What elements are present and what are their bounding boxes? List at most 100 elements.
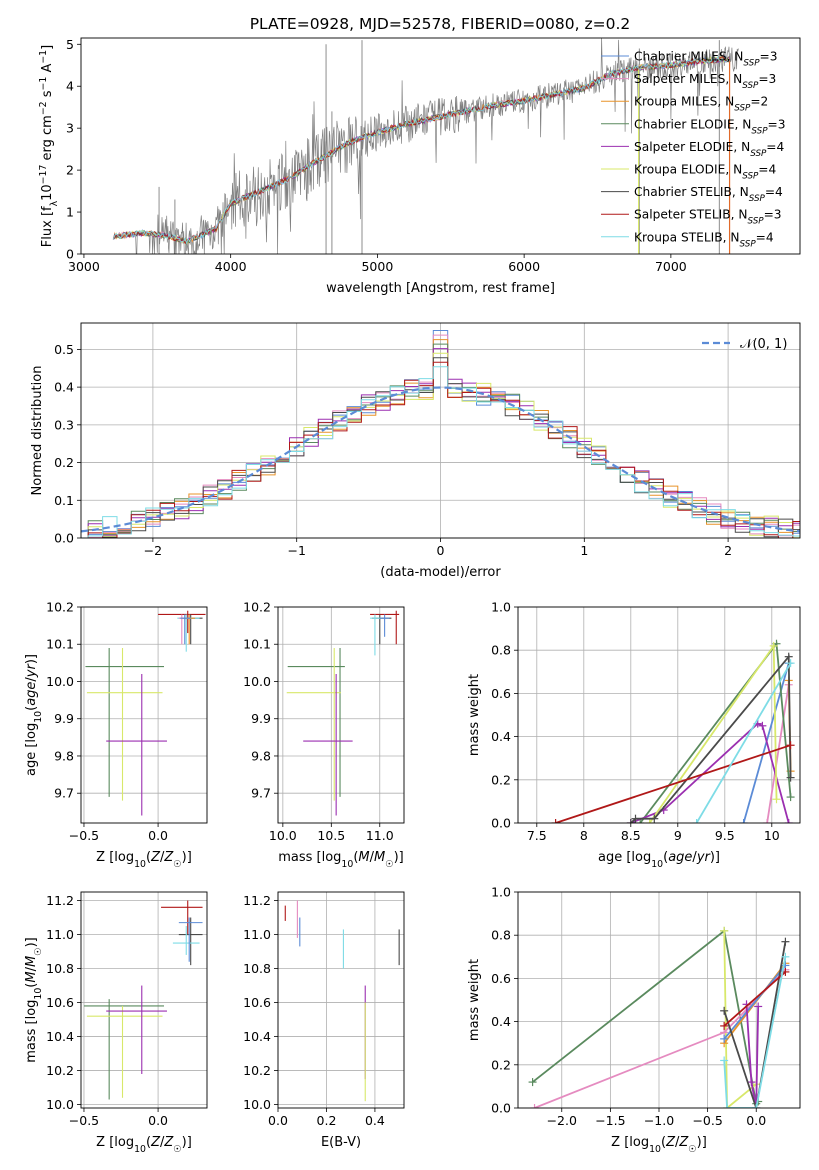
- weight-line: [723, 971, 786, 1027]
- axes-frame: [517, 891, 801, 1109]
- y-tick-label: 10.1: [243, 637, 271, 652]
- x-tick-label: −2: [144, 543, 162, 558]
- plot-area: [81, 330, 800, 538]
- panel-mass-weight-vs-age: 7.5 8 8.5 9 9.5 10 0.0 0.2 0.4 0.6 0.8 1.0 age [log1…: [467, 600, 801, 870]
- y-tick-label: 11.2: [243, 893, 271, 908]
- legend-entry: Chabrier ELODIE, NSSP=3: [634, 117, 786, 136]
- y-tick-label: 0.5: [54, 342, 74, 357]
- x-tick-label: 3000: [68, 259, 100, 274]
- x-tick-label: −0.5: [69, 828, 99, 843]
- plot-area: [551, 639, 795, 823]
- weight-line: [745, 1004, 760, 1108]
- figure-title: PLATE=0928, MJD=52578, FIBERID=0080, z=0…: [250, 15, 631, 33]
- x-tick-label: 0: [437, 543, 445, 558]
- y-axis-label: mass weight: [467, 959, 482, 1041]
- weight-point: [781, 937, 790, 946]
- weight-line: [766, 684, 790, 823]
- x-axis-label: Z [log10(Z/Z☉)]: [96, 850, 192, 870]
- panel-age-vs-mass: 10.0 10.5 11.0 9.7 9.8 9.9 10.0 10.1 10.2 mass [l…: [243, 600, 405, 870]
- error-bar-point: [379, 614, 390, 637]
- x-axis-label: Z [log10(Z/Z☉)]: [96, 1135, 192, 1155]
- error-bar-point: [287, 647, 345, 797]
- panel-mass-vs-EBV: 0.0 0.2 0.4 10.0 10.2 10.4 10.6 10.8 11.0 11.2 E(B…: [243, 891, 405, 1150]
- y-tick-label: 10.2: [46, 600, 74, 615]
- weight-point: [720, 1006, 729, 1015]
- x-axis-label: mass [log10(M/M☉)]: [278, 850, 404, 870]
- axes-frame: [277, 891, 405, 1109]
- y-tick-label: 10.8: [46, 961, 74, 976]
- axes: 10.0 10.5 11.0 9.7 9.8 9.9 10.0 10.1 10.2 mass [l…: [243, 600, 405, 870]
- x-tick-label: 9: [674, 828, 682, 843]
- x-tick-label: 0.0: [268, 1113, 288, 1128]
- weight-line: [723, 964, 787, 1040]
- grid: [81, 606, 207, 823]
- axes: 7.5 8 8.5 9 9.5 10 0.0 0.2 0.4 0.6 0.8 1.0 age [log1…: [467, 600, 801, 870]
- x-axis-label: (data-model)/error: [380, 565, 501, 580]
- x-tick-label: −0.5: [692, 1113, 722, 1128]
- x-axis-label: E(B-V): [321, 1135, 361, 1150]
- weight-point: [692, 819, 701, 823]
- plot-area: [85, 610, 206, 816]
- weight-point: [752, 1104, 761, 1108]
- axes: −0.5 0.0 9.7 9.8 9.9 10.0 10.1 10.2 Z [log10(Z/Z…: [24, 600, 208, 870]
- x-tick-label: 0.0: [148, 828, 168, 843]
- y-tick-label: 0.4: [491, 729, 511, 744]
- x-tick-label: 11.0: [366, 828, 394, 843]
- weight-point: [784, 819, 793, 823]
- legend-entry: Kroupa ELODIE, NSSP=4: [634, 163, 777, 182]
- weight-point: [786, 659, 795, 668]
- legend-entry: Chabrier STELIB, NSSP=4: [634, 185, 783, 204]
- weight-point: [720, 1056, 729, 1065]
- y-tick-label: 10.6: [46, 995, 74, 1010]
- y-tick-label: 0.1: [54, 493, 74, 508]
- y-tick-label: 0.2: [491, 772, 511, 787]
- residual-histogram: [81, 357, 800, 538]
- y-tick-label: 0.0: [491, 1101, 511, 1116]
- y-tick-label: 10.2: [243, 600, 271, 615]
- weight-point: [769, 641, 778, 650]
- axes: −2.0 −1.5 −1.0 −0.5 0.0 0.0 0.2 0.4 0.6 0.8 1.0 Z […: [467, 885, 801, 1155]
- panel-mass-vs-Z: −0.5 0.0 10.0 10.2 10.4 10.6 10.8 11.0 11.2 Z [lo…: [24, 891, 208, 1155]
- y-tick-label: 0.4: [491, 1014, 511, 1029]
- histogram-legend: 𝒩(0, 1): [702, 337, 787, 352]
- x-tick-label: −0.5: [69, 1113, 99, 1128]
- plot-area: [284, 900, 400, 1102]
- y-axis-label: mass weight: [467, 674, 482, 756]
- axes-frame: [80, 891, 208, 1109]
- y-tick-label: 10.1: [46, 637, 74, 652]
- panel-mass-weight-vs-Z: −2.0 −1.5 −1.0 −0.5 0.0 0.0 0.2 0.4 0.6 0.8 1.0 Z […: [467, 885, 801, 1155]
- weight-point: [645, 819, 654, 823]
- y-tick-label: 0.2: [491, 1057, 511, 1072]
- x-axis-label: wavelength [Angstrom, rest frame]: [326, 281, 555, 296]
- x-tick-label: 10.0: [269, 828, 297, 843]
- y-tick-label: 5: [66, 37, 74, 52]
- error-bar-point: [86, 1005, 163, 1098]
- weight-point: [723, 1104, 732, 1108]
- error-bar-point: [85, 647, 165, 797]
- axes-frame: [517, 606, 801, 824]
- grid: [518, 606, 800, 824]
- x-tick-label: −1: [287, 543, 305, 558]
- weight-point: [786, 773, 795, 782]
- y-tick-label: 1.0: [491, 885, 511, 900]
- error-bar-point: [178, 917, 203, 962]
- weight-point: [784, 652, 793, 661]
- x-tick-label: 6000: [508, 259, 540, 274]
- axes-frame: [277, 606, 405, 824]
- x-tick-label: 8: [580, 828, 588, 843]
- y-tick-label: 11.0: [46, 927, 74, 942]
- error-bar-point: [86, 647, 163, 801]
- legend-entry: 𝒩(0, 1): [740, 337, 787, 352]
- weight-line: [723, 941, 787, 1108]
- y-tick-label: 9.7: [54, 786, 74, 801]
- axes-frame: [80, 322, 801, 539]
- legend-entry: Kroupa STELIB, NSSP=4: [634, 230, 774, 249]
- weight-point: [551, 819, 560, 823]
- plot-area: [83, 900, 203, 1100]
- y-tick-label: 0.6: [491, 686, 511, 701]
- axes-frame: [80, 37, 801, 255]
- weight-point: [720, 926, 729, 935]
- weight-point: [786, 741, 795, 750]
- y-tick-label: 10.4: [243, 1029, 271, 1044]
- plot-area: [286, 610, 400, 816]
